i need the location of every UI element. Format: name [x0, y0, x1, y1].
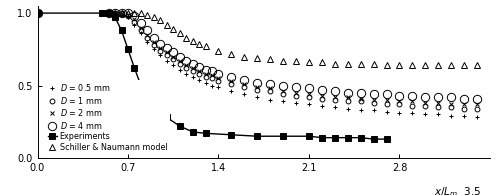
Y-axis label: $C$: $C$ [12, 0, 22, 3]
Text: $x/L_m$  3.5: $x/L_m$ 3.5 [434, 185, 481, 195]
Legend: $D$ = 0.5 mm, $D$ = 1 mm, $D$ = 2 mm, $D$ = 4 mm, Experiments, Schiller & Nauman: $D$ = 0.5 mm, $D$ = 1 mm, $D$ = 2 mm, $D… [46, 80, 170, 154]
